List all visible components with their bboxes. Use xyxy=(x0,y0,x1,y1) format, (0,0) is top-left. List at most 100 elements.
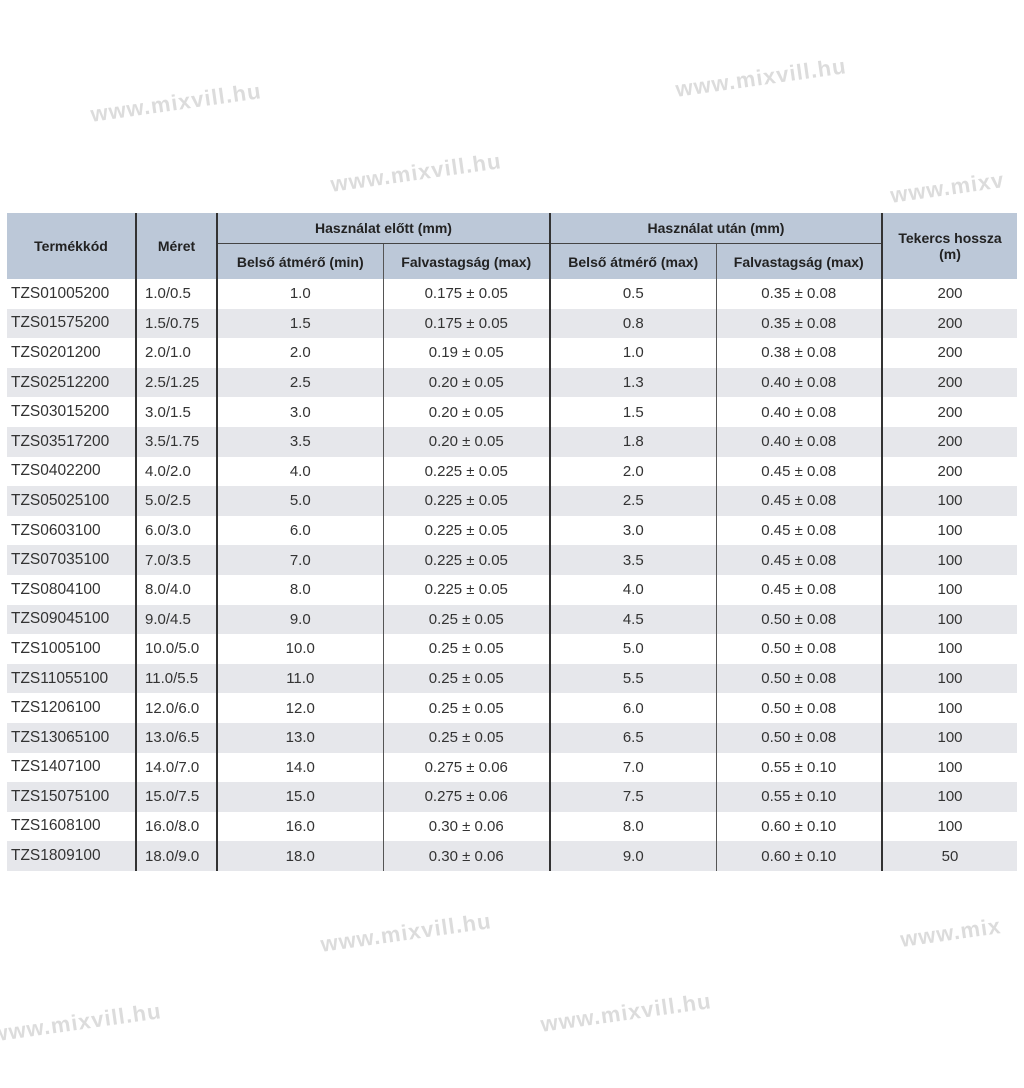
after-wall-thickness-cell: 0.45 ± 0.08 xyxy=(715,515,882,546)
before-inner-diameter-cell: 2.5 xyxy=(216,367,383,398)
size-cell: 1.0/0.5 xyxy=(135,279,217,309)
header-before-inner: Belső átmérő (min) xyxy=(216,243,383,279)
after-wall-thickness-cell: 0.50 ± 0.08 xyxy=(715,722,882,753)
size-cell: 13.0/6.5 xyxy=(135,722,217,753)
before-inner-diameter-cell: 1.5 xyxy=(216,308,383,339)
size-cell: 2.0/1.0 xyxy=(135,338,217,368)
before-inner-diameter-cell: 4.0 xyxy=(216,456,383,487)
before-wall-thickness-cell: 0.275 ± 0.06 xyxy=(382,782,550,812)
after-inner-diameter-cell: 1.0 xyxy=(549,338,716,368)
coil-length-cell: 100 xyxy=(881,515,1017,546)
table-row: TZS1608100 16.0/8.0 16.0 0.30 ± 0.06 8.0 0.60… xyxy=(7,811,1017,842)
before-wall-thickness-cell: 0.25 ± 0.05 xyxy=(382,722,550,753)
product-code-cell: TZS1809100 xyxy=(7,841,136,871)
coil-length-cell: 100 xyxy=(881,752,1017,783)
after-wall-thickness-cell: 0.40 ± 0.08 xyxy=(715,367,882,398)
after-inner-diameter-cell: 5.0 xyxy=(549,634,716,664)
coil-length-cell: 200 xyxy=(881,338,1017,368)
after-inner-diameter-cell: 1.5 xyxy=(549,397,716,427)
product-code-cell: TZS03015200 xyxy=(11,403,110,421)
before-wall-thickness-cell: 0.25 ± 0.05 xyxy=(382,604,550,635)
size-cell: 10.0/5.0 xyxy=(135,634,217,664)
size-cell: 11.0/5.5 xyxy=(135,663,217,694)
size-cell: 9.0/4.5 xyxy=(135,604,217,635)
after-inner-diameter-cell: 2.5 xyxy=(549,486,716,516)
after-wall-thickness-cell: 0.40 ± 0.08 xyxy=(715,397,882,427)
after-wall-thickness-cell: 0.45 ± 0.08 xyxy=(715,545,882,575)
table-row: TZS0804100 8.0/4.0 8.0 0.225 ± 0.05 4.0 0.45 … xyxy=(7,574,1017,605)
product-code-cell: TZS01575200 xyxy=(7,308,136,339)
after-wall-thickness-cell: 0.55 ± 0.10 xyxy=(715,752,882,783)
table-row: TZS15075100 15.0/7.5 15.0 0.275 ± 0.06 7.5 0.… xyxy=(7,782,1017,812)
product-code-cell: TZS0201200 xyxy=(11,343,101,361)
coil-length-cell: 200 xyxy=(881,367,1017,398)
coil-length-cell: 100 xyxy=(881,811,1017,842)
after-inner-diameter-cell: 3.0 xyxy=(549,515,716,546)
before-inner-diameter-cell: 14.0 xyxy=(216,752,383,783)
size-cell: 14.0/7.0 xyxy=(135,752,217,783)
product-code-cell: TZS11055100 xyxy=(7,663,136,694)
after-inner-diameter-cell: 4.0 xyxy=(549,574,716,605)
table-row: TZS0603100 6.0/3.0 6.0 0.225 ± 0.05 3.0 0.45 … xyxy=(7,515,1017,546)
before-wall-thickness-cell: 0.25 ± 0.05 xyxy=(382,634,550,664)
before-inner-diameter-cell: 11.0 xyxy=(216,663,383,694)
before-inner-diameter-cell: 9.0 xyxy=(216,604,383,635)
before-wall-thickness-cell: 0.225 ± 0.05 xyxy=(382,515,550,546)
coil-length-cell: 200 xyxy=(881,456,1017,487)
table-row: TZS1407100 14.0/7.0 14.0 0.275 ± 0.06 7.0 0.5… xyxy=(7,752,1017,783)
before-inner-diameter-cell: 7.0 xyxy=(216,545,383,575)
size-cell: 18.0/9.0 xyxy=(135,841,217,871)
after-wall-thickness-cell: 0.55 ± 0.10 xyxy=(715,782,882,812)
table-row: TZS11055100 11.0/5.5 11.0 0.25 ± 0.05 5.5 0.5… xyxy=(7,663,1017,694)
after-wall-thickness-cell: 0.60 ± 0.10 xyxy=(715,811,882,842)
before-wall-thickness-cell: 0.275 ± 0.06 xyxy=(382,752,550,783)
before-wall-thickness-cell: 0.25 ± 0.05 xyxy=(382,663,550,694)
table-row: TZS03517200 3.5/1.75 3.5 0.20 ± 0.05 1.8 0.40… xyxy=(7,426,1017,457)
coil-length-cell: 100 xyxy=(881,486,1017,516)
before-wall-thickness-cell: 0.25 ± 0.05 xyxy=(382,693,550,723)
table-row: TZS01575200 1.5/0.75 1.5 0.175 ± 0.05 0.8 0.3… xyxy=(7,308,1017,339)
table-row: TZS1005100 10.0/5.0 10.0 0.25 ± 0.05 5.0 0.50… xyxy=(7,634,1017,664)
after-inner-diameter-cell: 7.0 xyxy=(549,752,716,783)
after-inner-diameter-cell: 7.5 xyxy=(549,782,716,812)
before-wall-thickness-cell: 0.20 ± 0.05 xyxy=(382,397,550,427)
before-wall-thickness-cell: 0.20 ± 0.05 xyxy=(382,367,550,398)
after-inner-diameter-cell: 8.0 xyxy=(549,811,716,842)
header-coil-length: Tekercs hossza (m) xyxy=(881,213,1017,279)
coil-length-cell: 200 xyxy=(881,308,1017,339)
after-wall-thickness-cell: 0.50 ± 0.08 xyxy=(715,663,882,694)
after-wall-thickness-cell: 0.38 ± 0.08 xyxy=(715,338,882,368)
before-inner-diameter-cell: 15.0 xyxy=(216,782,383,812)
header-code: Termékkód xyxy=(7,213,136,279)
coil-length-cell: 50 xyxy=(881,841,1017,871)
coil-length-cell: 100 xyxy=(881,574,1017,605)
product-code-cell: TZS02512200 xyxy=(7,367,136,398)
after-wall-thickness-cell: 0.45 ± 0.08 xyxy=(715,456,882,487)
after-inner-diameter-cell: 6.5 xyxy=(549,722,716,753)
table-row: TZS01005200 1.0/0.5 1.0 0.175 ± 0.05 0.5 0.35… xyxy=(7,279,1017,309)
product-code-cell: TZS01005200 xyxy=(11,284,110,302)
after-inner-diameter-cell: 1.8 xyxy=(549,426,716,457)
table-row: TZS07035100 7.0/3.5 7.0 0.225 ± 0.05 3.5 0.45… xyxy=(7,545,1017,575)
before-wall-thickness-cell: 0.175 ± 0.05 xyxy=(382,308,550,339)
after-wall-thickness-cell: 0.40 ± 0.08 xyxy=(715,426,882,457)
before-wall-thickness-cell: 0.175 ± 0.05 xyxy=(382,279,550,309)
size-cell: 15.0/7.5 xyxy=(135,782,217,812)
after-wall-thickness-cell: 0.50 ± 0.08 xyxy=(715,634,882,664)
size-cell: 4.0/2.0 xyxy=(135,456,217,487)
before-wall-thickness-cell: 0.225 ± 0.05 xyxy=(382,545,550,575)
before-inner-diameter-cell: 18.0 xyxy=(216,841,383,871)
coil-length-cell: 100 xyxy=(881,782,1017,812)
after-wall-thickness-cell: 0.50 ± 0.08 xyxy=(715,693,882,723)
before-inner-diameter-cell: 5.0 xyxy=(216,486,383,516)
header-after-use: Használat után (mm) xyxy=(549,213,882,244)
before-wall-thickness-cell: 0.225 ± 0.05 xyxy=(382,486,550,516)
before-wall-thickness-cell: 0.30 ± 0.06 xyxy=(382,841,550,871)
table-row: TZS13065100 13.0/6.5 13.0 0.25 ± 0.05 6.5 0.5… xyxy=(7,722,1017,753)
product-code-cell: TZS0603100 xyxy=(11,521,101,539)
before-inner-diameter-cell: 6.0 xyxy=(216,515,383,546)
before-inner-diameter-cell: 10.0 xyxy=(216,634,383,664)
watermark: www.mixvill.hu xyxy=(539,988,713,1037)
before-inner-diameter-cell: 16.0 xyxy=(216,811,383,842)
product-code-cell: TZS05025100 xyxy=(7,486,136,516)
